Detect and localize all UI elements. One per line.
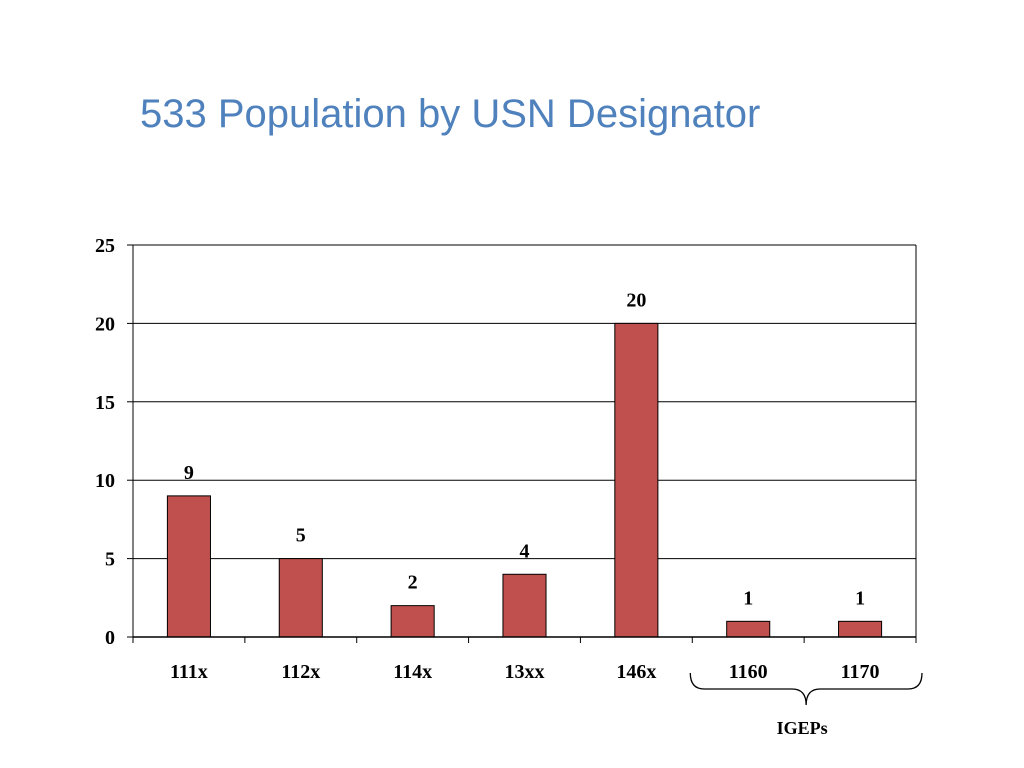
x-tick-label: 111x: [170, 661, 208, 683]
x-tick-label: 1160: [729, 661, 768, 683]
x-tick-label: 13xx: [505, 661, 545, 683]
bar-114x: [390, 605, 435, 638]
x-tick-label: 1170: [841, 661, 880, 683]
data-label: 1: [855, 587, 865, 609]
annotation-label: IGEPs: [777, 718, 828, 738]
bars: [166, 322, 883, 638]
data-label: 20: [626, 289, 646, 311]
igeps-annotation: IGEPs: [689, 672, 923, 738]
x-tick-label: 114x: [393, 661, 432, 683]
x-tick-label: 112x: [281, 661, 320, 683]
axes: [127, 244, 917, 643]
brace: [689, 672, 923, 706]
data-label: 9: [184, 462, 194, 484]
y-tick-label: 15: [95, 392, 115, 414]
bar-111x: [166, 495, 211, 638]
bar-1170: [838, 620, 883, 638]
data-labels: 9 5 2 4 20 1 1: [184, 289, 865, 609]
y-tick-label: 5: [105, 549, 115, 571]
y-tick-label: 10: [95, 470, 115, 492]
data-label: 4: [520, 540, 530, 562]
data-label: 2: [408, 572, 418, 594]
x-tick-labels: 111x 112x 114x 13xx 146x 1160 1170: [170, 661, 879, 683]
y-tick-label: 25: [95, 235, 115, 257]
bar-112x: [278, 558, 323, 638]
x-tick-label: 146x: [616, 661, 656, 683]
bar-13xx: [502, 573, 547, 638]
y-tick-labels: 0 5 10 15 20 25: [95, 235, 115, 649]
slide-title: 533 Population by USN Designator: [140, 92, 761, 136]
data-label: 5: [296, 525, 306, 547]
data-label: 1: [743, 587, 753, 609]
bar-146x: [614, 322, 659, 638]
y-tick-label: 0: [105, 627, 115, 649]
y-tick-label: 20: [95, 313, 115, 335]
bar-1160: [726, 620, 771, 638]
